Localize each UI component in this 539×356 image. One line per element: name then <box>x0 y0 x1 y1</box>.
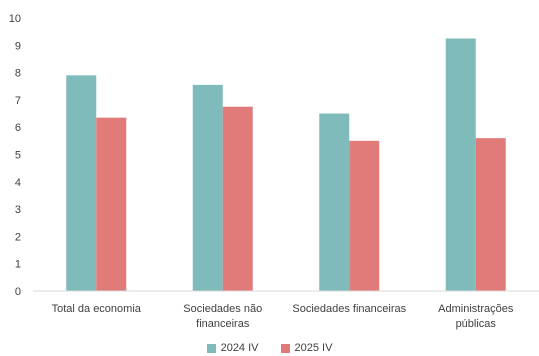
y-tick-label: 10 <box>9 13 21 25</box>
x-tick-label: Sociedades financeiras <box>292 303 406 315</box>
y-tick-label: 7 <box>15 95 21 107</box>
bars <box>66 38 506 292</box>
x-tick-label-line: Sociedades financeiras <box>292 303 406 315</box>
bar-series-1-cat-4 <box>445 38 476 291</box>
x-axis: Total da economia Sociedades não financeir… <box>52 303 514 330</box>
legend-item-series-2: 2025 IV <box>280 342 333 354</box>
x-tick-label-line: Sociedades não <box>183 303 262 315</box>
y-tick-label: 1 <box>15 259 21 271</box>
bar-series-2-cat-4 <box>475 138 506 291</box>
legend-label-series-1: 2024 IV <box>220 342 259 354</box>
legend-item-series-1: 2024 IV <box>206 342 259 354</box>
bar-series-2-cat-3 <box>349 140 380 291</box>
y-tick-label: 8 <box>15 68 21 80</box>
x-tick-label: Sociedades não financeiras <box>183 303 262 330</box>
y-tick-label: 2 <box>15 231 21 243</box>
x-tick-label-line: Administrações <box>438 303 514 315</box>
y-tick-label: 5 <box>15 150 21 162</box>
y-tick-label: 9 <box>15 40 21 52</box>
legend-swatch-series-2 <box>280 343 290 353</box>
x-tick-label: Total da economia <box>52 303 142 315</box>
y-tick-label: 4 <box>15 177 21 189</box>
bar-chart: 0 1 2 3 4 5 6 7 8 9 10 Total da economia Sociedades… <box>9 13 539 330</box>
bar-series-2-cat-1 <box>96 117 127 292</box>
x-tick-label-line: públicas <box>456 318 497 330</box>
bar-series-1-cat-2 <box>192 84 223 291</box>
y-tick-label: 6 <box>15 122 21 134</box>
bar-series-1-cat-3 <box>319 113 350 291</box>
x-tick-label-line: Total da economia <box>52 303 142 315</box>
bar-series-2-cat-2 <box>222 106 253 291</box>
legend: 2024 IV 2025 IV <box>0 340 539 356</box>
legend-label-series-2: 2025 IV <box>294 342 333 354</box>
y-axis: 0 1 2 3 4 5 6 7 8 9 10 <box>9 13 21 298</box>
legend-swatch-series-1 <box>206 343 216 353</box>
bar-series-1-cat-1 <box>66 75 97 291</box>
y-tick-label: 3 <box>15 204 21 216</box>
x-tick-label-line: financeiras <box>196 318 250 330</box>
y-tick-label: 0 <box>15 286 21 298</box>
x-tick-label: Administrações públicas <box>438 303 514 330</box>
